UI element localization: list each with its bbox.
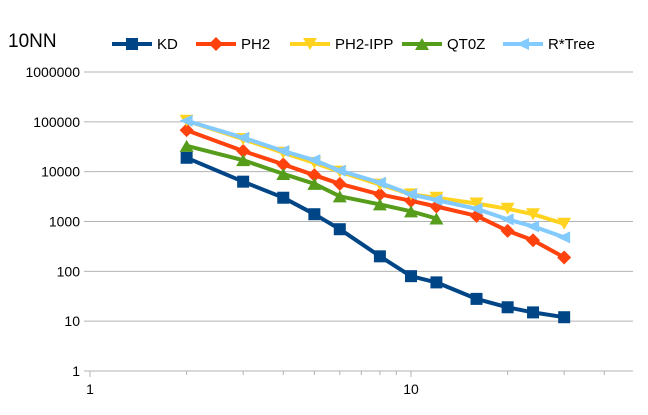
- legend-label: KD: [157, 36, 178, 53]
- marker-square: [501, 301, 514, 314]
- marker-square: [277, 191, 290, 204]
- marker-triangle-up: [429, 212, 444, 225]
- series-kd: [180, 151, 571, 324]
- marker-triangle-up: [179, 139, 194, 152]
- legend-label: PH2: [241, 36, 270, 53]
- marker-arrow-left: [372, 176, 386, 189]
- series-qt0z: [179, 139, 444, 225]
- y-tick-label: 1000000: [25, 64, 80, 80]
- marker-triangle-up: [372, 198, 387, 211]
- y-tick-label: 10000: [41, 164, 80, 180]
- legend-label: PH2-IPP: [335, 36, 393, 53]
- marker-diamond: [179, 123, 194, 138]
- marker-arrow-left: [500, 213, 514, 226]
- marker-arrow-left: [236, 131, 250, 144]
- marker-triangle-down: [469, 197, 484, 210]
- y-tick-label: 1000: [49, 214, 80, 230]
- marker-triangle-down: [557, 217, 572, 230]
- marker-triangle-down: [526, 208, 541, 221]
- marker-arrow-left: [557, 231, 571, 244]
- series-line: [186, 143, 437, 221]
- marker-square: [405, 270, 417, 283]
- marker-diamond: [372, 187, 387, 202]
- marker-square: [527, 306, 540, 319]
- series-ph2-ipp: [179, 114, 572, 230]
- legend-item: QT0Z: [402, 36, 485, 53]
- marker-triangle-down: [500, 202, 515, 215]
- y-tick-label: 1: [72, 363, 80, 379]
- legend-item: R*Tree: [503, 36, 595, 53]
- marker-arrow-left: [276, 144, 290, 157]
- legend-item: KD: [112, 36, 178, 53]
- legend-label: QT0Z: [447, 36, 485, 53]
- series-group: [179, 114, 572, 324]
- marker-diamond: [209, 37, 223, 51]
- marker-square: [373, 250, 386, 263]
- marker-arrow-left: [429, 194, 443, 207]
- marker-arrow-left: [404, 188, 417, 201]
- series-r-tree: [179, 114, 571, 244]
- marker-triangle-up: [236, 154, 251, 167]
- marker-diamond: [332, 176, 347, 191]
- marker-diamond: [500, 223, 515, 238]
- chart-title: 10NN: [8, 31, 57, 52]
- marker-triangle-up: [404, 205, 418, 218]
- marker-triangle-up: [307, 177, 322, 190]
- grid: [90, 71, 633, 372]
- x-tick-label: 10: [403, 381, 419, 397]
- marker-diamond: [526, 233, 541, 248]
- marker-square: [470, 292, 483, 305]
- legend-label: R*Tree: [548, 36, 595, 53]
- series-ph2: [179, 123, 572, 265]
- x-tick-label: 1: [86, 381, 94, 397]
- marker-arrow-left: [179, 114, 193, 127]
- marker-square: [558, 311, 571, 324]
- marker-square: [237, 175, 250, 188]
- marker-square: [333, 223, 346, 236]
- marker-triangle-up: [415, 38, 429, 50]
- marker-diamond: [276, 157, 291, 172]
- y-tick-label: 10: [64, 313, 80, 329]
- marker-square: [430, 276, 443, 289]
- marker-square: [180, 151, 193, 164]
- marker-diamond: [307, 168, 322, 183]
- marker-diamond: [236, 143, 251, 158]
- axes: 1 10 100 1000 10000 100000 1000000 1 10: [25, 64, 633, 397]
- marker-square: [126, 38, 138, 50]
- marker-arrow-left: [526, 220, 540, 233]
- marker-triangle-up: [276, 167, 291, 180]
- y-tick-label: 100: [57, 263, 81, 279]
- marker-square: [308, 208, 321, 221]
- legend-item: PH2-IPP: [290, 36, 393, 53]
- marker-diamond: [557, 250, 572, 265]
- marker-triangle-down: [303, 38, 317, 50]
- marker-arrow-left: [307, 154, 321, 167]
- y-tick-label: 100000: [33, 114, 80, 130]
- marker-arrow-left: [332, 164, 346, 177]
- legend-item: PH2: [196, 36, 270, 53]
- marker-arrow-left: [469, 202, 483, 215]
- legend: KD PH2 PH2-IPP QT0Z R*Tree: [112, 36, 595, 53]
- marker-triangle-up: [332, 190, 347, 203]
- marker-arrow-left: [516, 38, 529, 50]
